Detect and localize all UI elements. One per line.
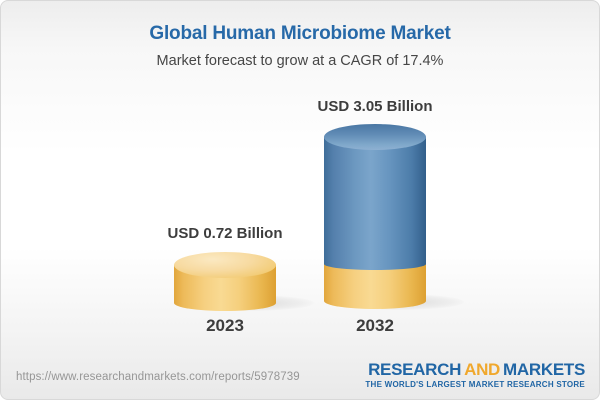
bar-2032-base-band [324,264,426,309]
chart-subtitle: Market forecast to grow at a CAGR of 17.… [156,53,444,69]
brand-logo-tagline: THE WORLD'S LARGEST MARKET RESEARCH STOR… [365,379,585,389]
brand-logo: RESEARCH AND MARKETS THE WORLD'S LARGEST M… [365,361,585,389]
logo-word-markets: MARKETS [503,360,585,379]
chart-title: Global Human Microbiome Market [149,23,451,44]
bar-2032-top-ellipse [324,124,426,150]
category-label-2023: 2023 [206,316,244,335]
report-url-link[interactable]: https://www.researchandmarkets.com/repor… [16,371,300,383]
brand-logo-wordmark: RESEARCH AND MARKETS [365,361,585,379]
value-label-2032: USD 3.05 Billion [317,98,433,115]
bar-2032 [324,124,426,311]
bar-2032-body [324,137,426,270]
logo-word-research: RESEARCH [368,360,462,379]
bar-2023 [174,252,276,312]
value-label-2023: USD 0.72 Billion [167,225,283,242]
category-label-2032: 2032 [356,316,394,335]
bar-2023-top-ellipse [174,252,276,278]
logo-word-and: AND [464,360,501,379]
